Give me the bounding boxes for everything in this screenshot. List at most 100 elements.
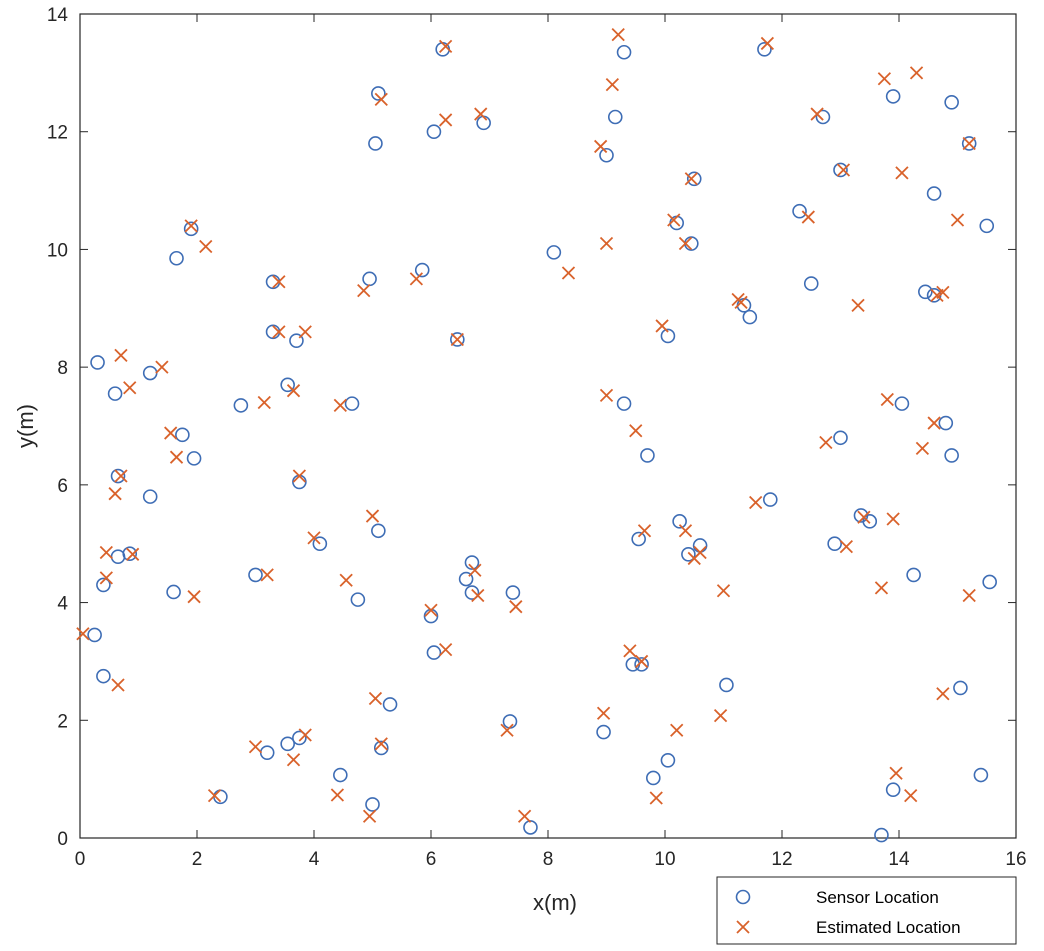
sensor-point (464, 585, 480, 600)
estimated-point-stroke (99, 571, 113, 585)
estimated-point (930, 288, 944, 302)
sensor-point (862, 514, 878, 529)
sensor-point (803, 276, 819, 291)
estimated-point (629, 424, 643, 438)
estimated-point-stroke (596, 706, 611, 720)
estimated-point (248, 740, 263, 754)
estimated-point-stroke (500, 723, 514, 737)
sensor-point (371, 86, 386, 101)
sensor-point (371, 523, 386, 539)
estimated-point-stroke (248, 740, 263, 754)
estimated-point-stroke (880, 392, 894, 407)
estimated-point-stroke (272, 275, 286, 289)
sensor-point (762, 492, 778, 507)
estimated-point-stroke (374, 92, 388, 106)
sensor-point (110, 468, 126, 484)
sensor-point (344, 396, 360, 411)
estimated-point (886, 512, 900, 526)
estimated-point (155, 360, 169, 374)
estimated-point (207, 788, 222, 803)
plot-frame (79, 13, 1017, 839)
estimated-point (374, 737, 388, 751)
estimated-point (292, 469, 307, 483)
estimated-point-stroke (716, 584, 731, 598)
estimated-point (904, 788, 918, 803)
estimated-point-stroke (330, 788, 345, 802)
estimated-point (874, 581, 889, 595)
sensor-point (90, 355, 105, 370)
sensor-point (944, 94, 959, 110)
sensor-point (961, 136, 977, 151)
sensor-point (906, 567, 921, 583)
estimated-point-stroke (339, 573, 353, 587)
estimated-point (909, 66, 924, 80)
sensor-point (631, 531, 646, 547)
sensor-point (874, 827, 889, 843)
sensor-point (616, 396, 632, 411)
estimated-point-stroke (292, 469, 307, 483)
estimated-point-stroke (333, 398, 347, 413)
estimated-point-stroke (839, 540, 853, 554)
x-tick-label: 16 (1005, 849, 1026, 870)
estimated-point-stroke (760, 36, 775, 51)
sensor-point (918, 284, 933, 300)
estimated-point-stroke (836, 163, 851, 177)
sensor-point (719, 677, 734, 693)
estimated-point-stroke (468, 563, 482, 577)
estimated-point-stroke (362, 809, 377, 823)
estimated-point (734, 295, 748, 310)
estimated-point-stroke (509, 600, 523, 614)
legend-sensor-marker (735, 889, 751, 905)
estimated-point (76, 627, 90, 641)
sensor-point (660, 753, 676, 768)
sensor-point (450, 332, 465, 347)
x-tick-label: 8 (543, 849, 554, 870)
sensor-point (142, 489, 158, 504)
sensor-point (373, 740, 389, 756)
estimated-point-stroke (365, 509, 380, 523)
estimated-point (123, 381, 137, 395)
estimated-point (655, 319, 669, 333)
estimated-point (272, 275, 286, 289)
estimated-point-stroke (438, 643, 453, 657)
sensor-point (96, 577, 111, 593)
estimated-point (634, 654, 649, 669)
legend-box (716, 876, 1017, 945)
estimated-point (877, 72, 892, 86)
sensor-point (953, 680, 968, 696)
estimated-point-stroke (187, 590, 201, 604)
estimated-point (611, 27, 625, 42)
estimated-point (716, 584, 731, 598)
estimated-point (111, 678, 125, 692)
legend-estimated-label: Estimated Location (816, 918, 961, 937)
estimated-point-stroke (936, 687, 950, 701)
x-tick-label: 10 (654, 849, 675, 870)
estimated-point (801, 210, 815, 224)
estimated-point (164, 426, 178, 440)
x-tick-label: 6 (426, 849, 437, 870)
sensor-point (815, 109, 831, 125)
sensor-point (365, 797, 380, 812)
estimated-point (667, 213, 681, 227)
estimated-point (286, 753, 301, 767)
estimated-point (187, 590, 201, 604)
sensor-point (640, 448, 655, 463)
estimated-point (950, 213, 965, 227)
estimated-point-stroke (286, 753, 301, 767)
sensor-point (660, 328, 676, 344)
estimated-point-stroke (438, 39, 453, 54)
estimated-point-stroke (474, 107, 488, 121)
estimated-point-stroke (517, 809, 532, 823)
estimated-point (99, 545, 113, 560)
estimated-point (450, 332, 464, 347)
estimated-point-stroke (207, 788, 222, 803)
estimated-point (509, 600, 523, 614)
sensor-point (944, 448, 959, 463)
estimated-point-stroke (114, 469, 128, 483)
estimated-point (962, 588, 976, 603)
sensor-point (833, 430, 848, 446)
legend-estimated-marker (736, 920, 750, 934)
estimated-point (889, 766, 903, 780)
x-tick-label: 0 (75, 849, 86, 870)
